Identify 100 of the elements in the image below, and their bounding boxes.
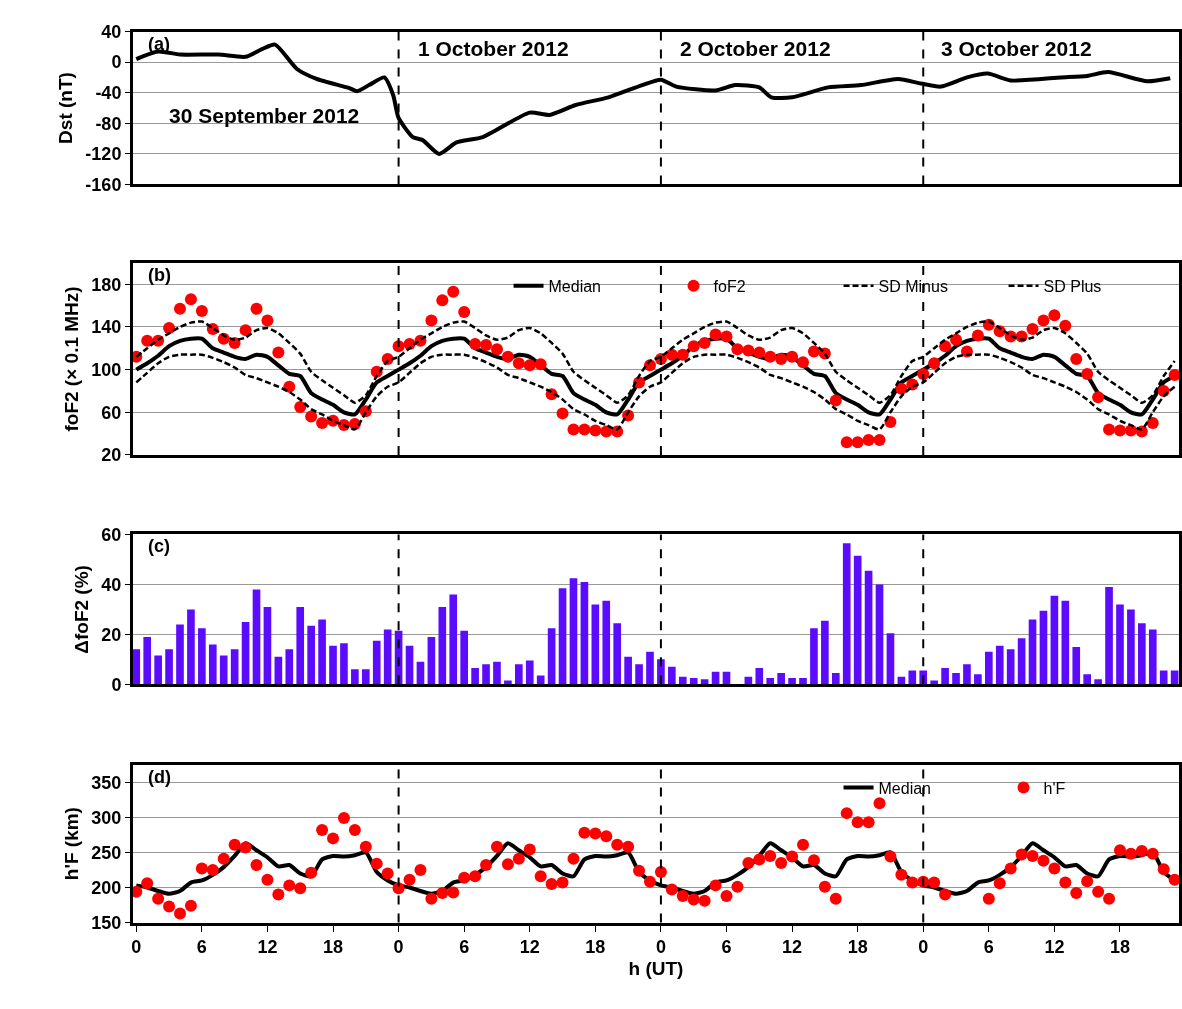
y-tick-label: 20 [101,624,122,645]
bar [984,651,993,685]
bar [405,645,414,685]
bar [678,676,687,685]
bar [427,636,436,685]
bar [416,661,425,685]
y-tick-label: -120 [85,144,122,165]
annotation: (c) [148,536,170,556]
bar [624,656,632,685]
bar [952,673,960,685]
x-tick-label: 0 [655,937,666,958]
annotation: 3 October 2012 [941,37,1092,60]
bar [1028,619,1037,685]
bar [646,651,654,685]
bar [230,649,239,685]
y-tick-label: 0 [111,674,122,695]
y-tick-label: -80 [95,113,122,134]
x-tick-label: 18 [323,937,344,958]
x-tick-label: 12 [519,937,540,958]
bar [143,636,152,685]
x-tick-label: 0 [918,937,929,958]
bar [274,656,283,685]
bar [777,673,785,685]
y-tick-label: 300 [91,807,122,828]
y-tick-label: 150 [91,912,122,933]
bar [176,624,184,685]
bar [241,621,250,685]
bar [536,675,545,685]
bar [252,589,261,685]
bar [165,649,173,685]
y-tick-label: 0 [111,52,122,73]
bar [875,584,884,685]
bar [995,645,1004,685]
bar [1148,629,1157,685]
bar [154,655,162,685]
y-tick-label: -160 [85,174,122,195]
bar [187,609,195,685]
y-tick-label: 140 [91,317,122,338]
bar [810,628,818,685]
x-tick-label: 12 [782,937,803,958]
bar [1116,604,1124,685]
bar [613,623,622,685]
bar [219,655,228,685]
y-tick-label: 100 [91,359,122,380]
bar [1127,609,1135,685]
x-tick-label: 6 [721,937,732,958]
bar [941,668,949,685]
x-tick-label: 18 [847,937,868,958]
bar [198,628,206,685]
x-tick-label: 18 [1109,937,1130,958]
x-tick-label: 6 [983,937,994,958]
y-tick-label: 20 [101,445,122,466]
annotation: (b) [148,265,171,285]
bar [493,661,501,685]
bar [1083,674,1092,685]
bar [689,678,698,685]
bar [766,678,775,685]
bar [788,678,796,685]
x-tick-label: 0 [393,937,404,958]
bar [963,664,971,685]
bar [853,555,862,685]
bar [1138,623,1146,685]
bar [525,660,534,685]
y-tick-label: -40 [95,83,122,104]
annotation: 30 September 2012 [169,104,360,127]
bar [1159,670,1168,685]
bar [591,604,600,685]
legend-label: SD Plus [1043,277,1102,295]
bar [547,628,556,685]
legend-label: h'F [1043,779,1066,797]
bar [329,645,337,685]
bar [1017,638,1026,685]
bar [1072,646,1081,685]
bar [831,673,840,685]
bar [668,666,676,685]
bar [569,578,578,685]
bar [755,668,764,685]
annotation: 1 October 2012 [418,37,569,60]
bar [351,669,359,685]
y-tick-label: 40 [101,21,122,42]
y-axis-title: Dst (nT) [55,72,77,144]
x-tick-label: 6 [459,937,470,958]
bar [471,668,479,685]
bar [842,543,851,685]
annotation: (d) [148,767,171,787]
bar [821,620,829,685]
y-tick-label: 350 [91,772,122,793]
bar [558,588,567,685]
x-tick-label: 12 [257,937,278,958]
bar [886,633,895,685]
bar [307,625,315,685]
bar [908,670,917,685]
y-axis-title: h'F (km) [61,807,83,881]
annotation: 2 October 2012 [680,37,831,60]
y-tick-label: 200 [91,877,122,898]
y-axis-title: ΔfoF2 (%) [71,565,93,654]
x-tick-label: 12 [1044,937,1065,958]
bar [208,644,217,685]
x-axis-title: h (UT) [628,957,684,979]
bar [515,664,523,685]
